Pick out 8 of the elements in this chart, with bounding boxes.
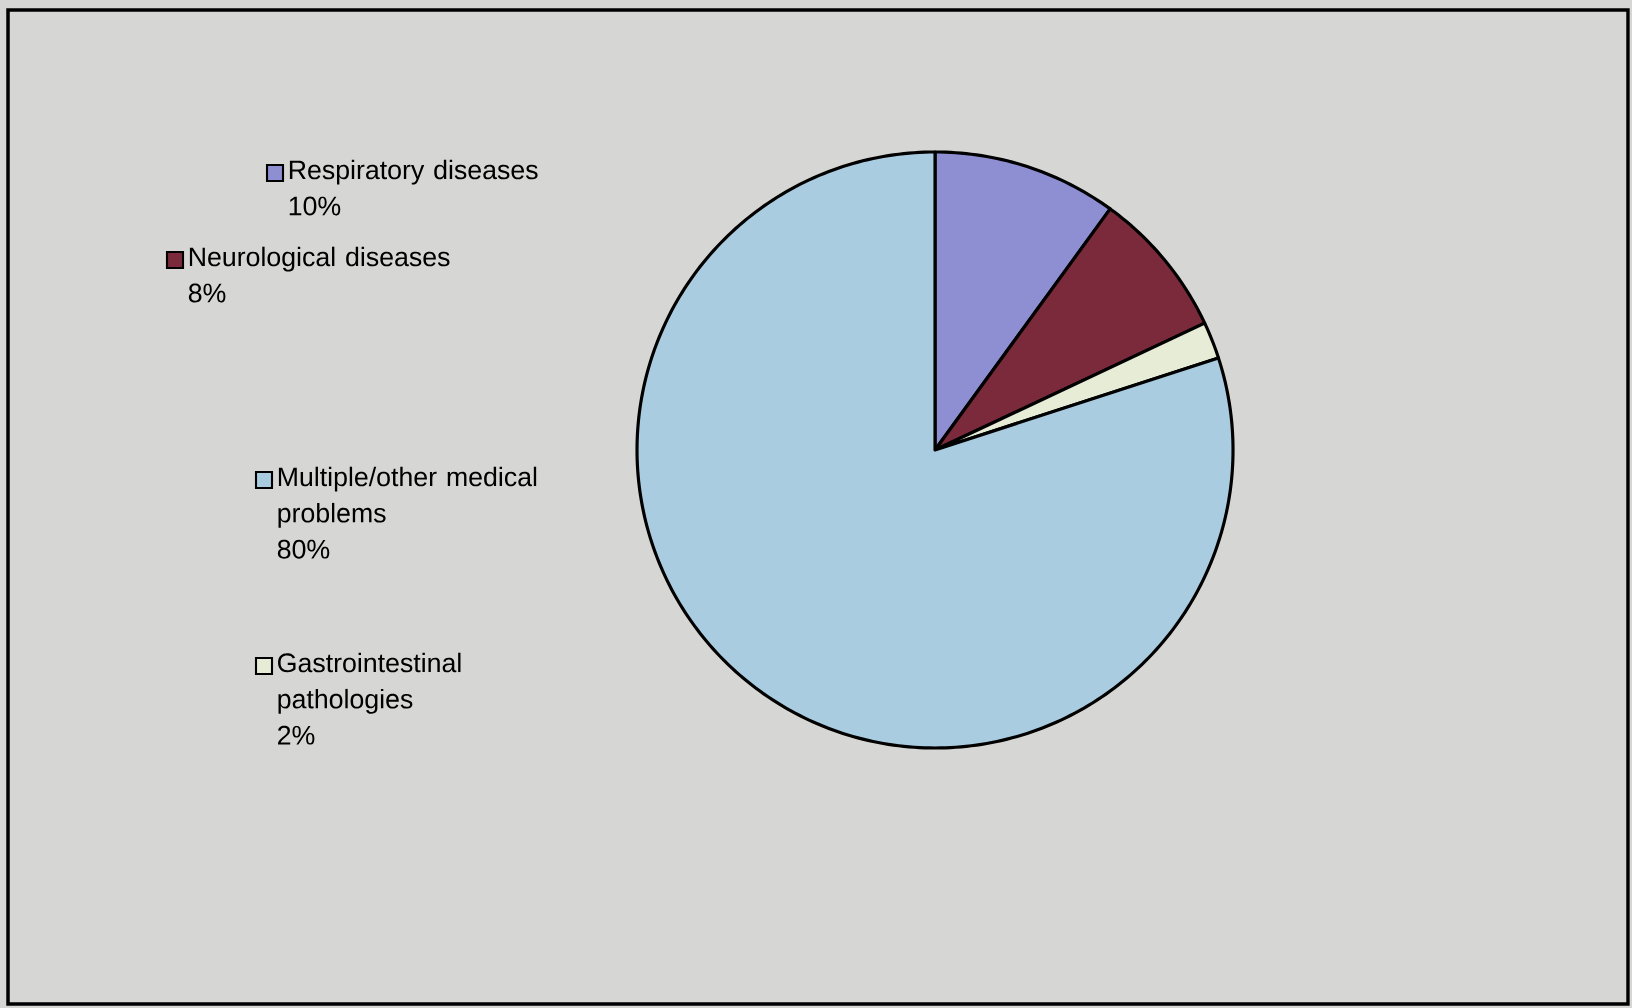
legend-label: Gastrointestinal pathologies xyxy=(278,652,461,714)
data-label: 80% xyxy=(277,539,330,559)
data-label: 10% xyxy=(289,196,341,216)
data-label: 2% xyxy=(278,725,315,745)
legend-label: Multiple/other medical problems xyxy=(278,466,537,528)
legend-label: Respiratory diseases xyxy=(289,159,538,185)
data-label: 8% xyxy=(188,283,226,303)
legend-label: Neurological diseases xyxy=(189,246,450,272)
